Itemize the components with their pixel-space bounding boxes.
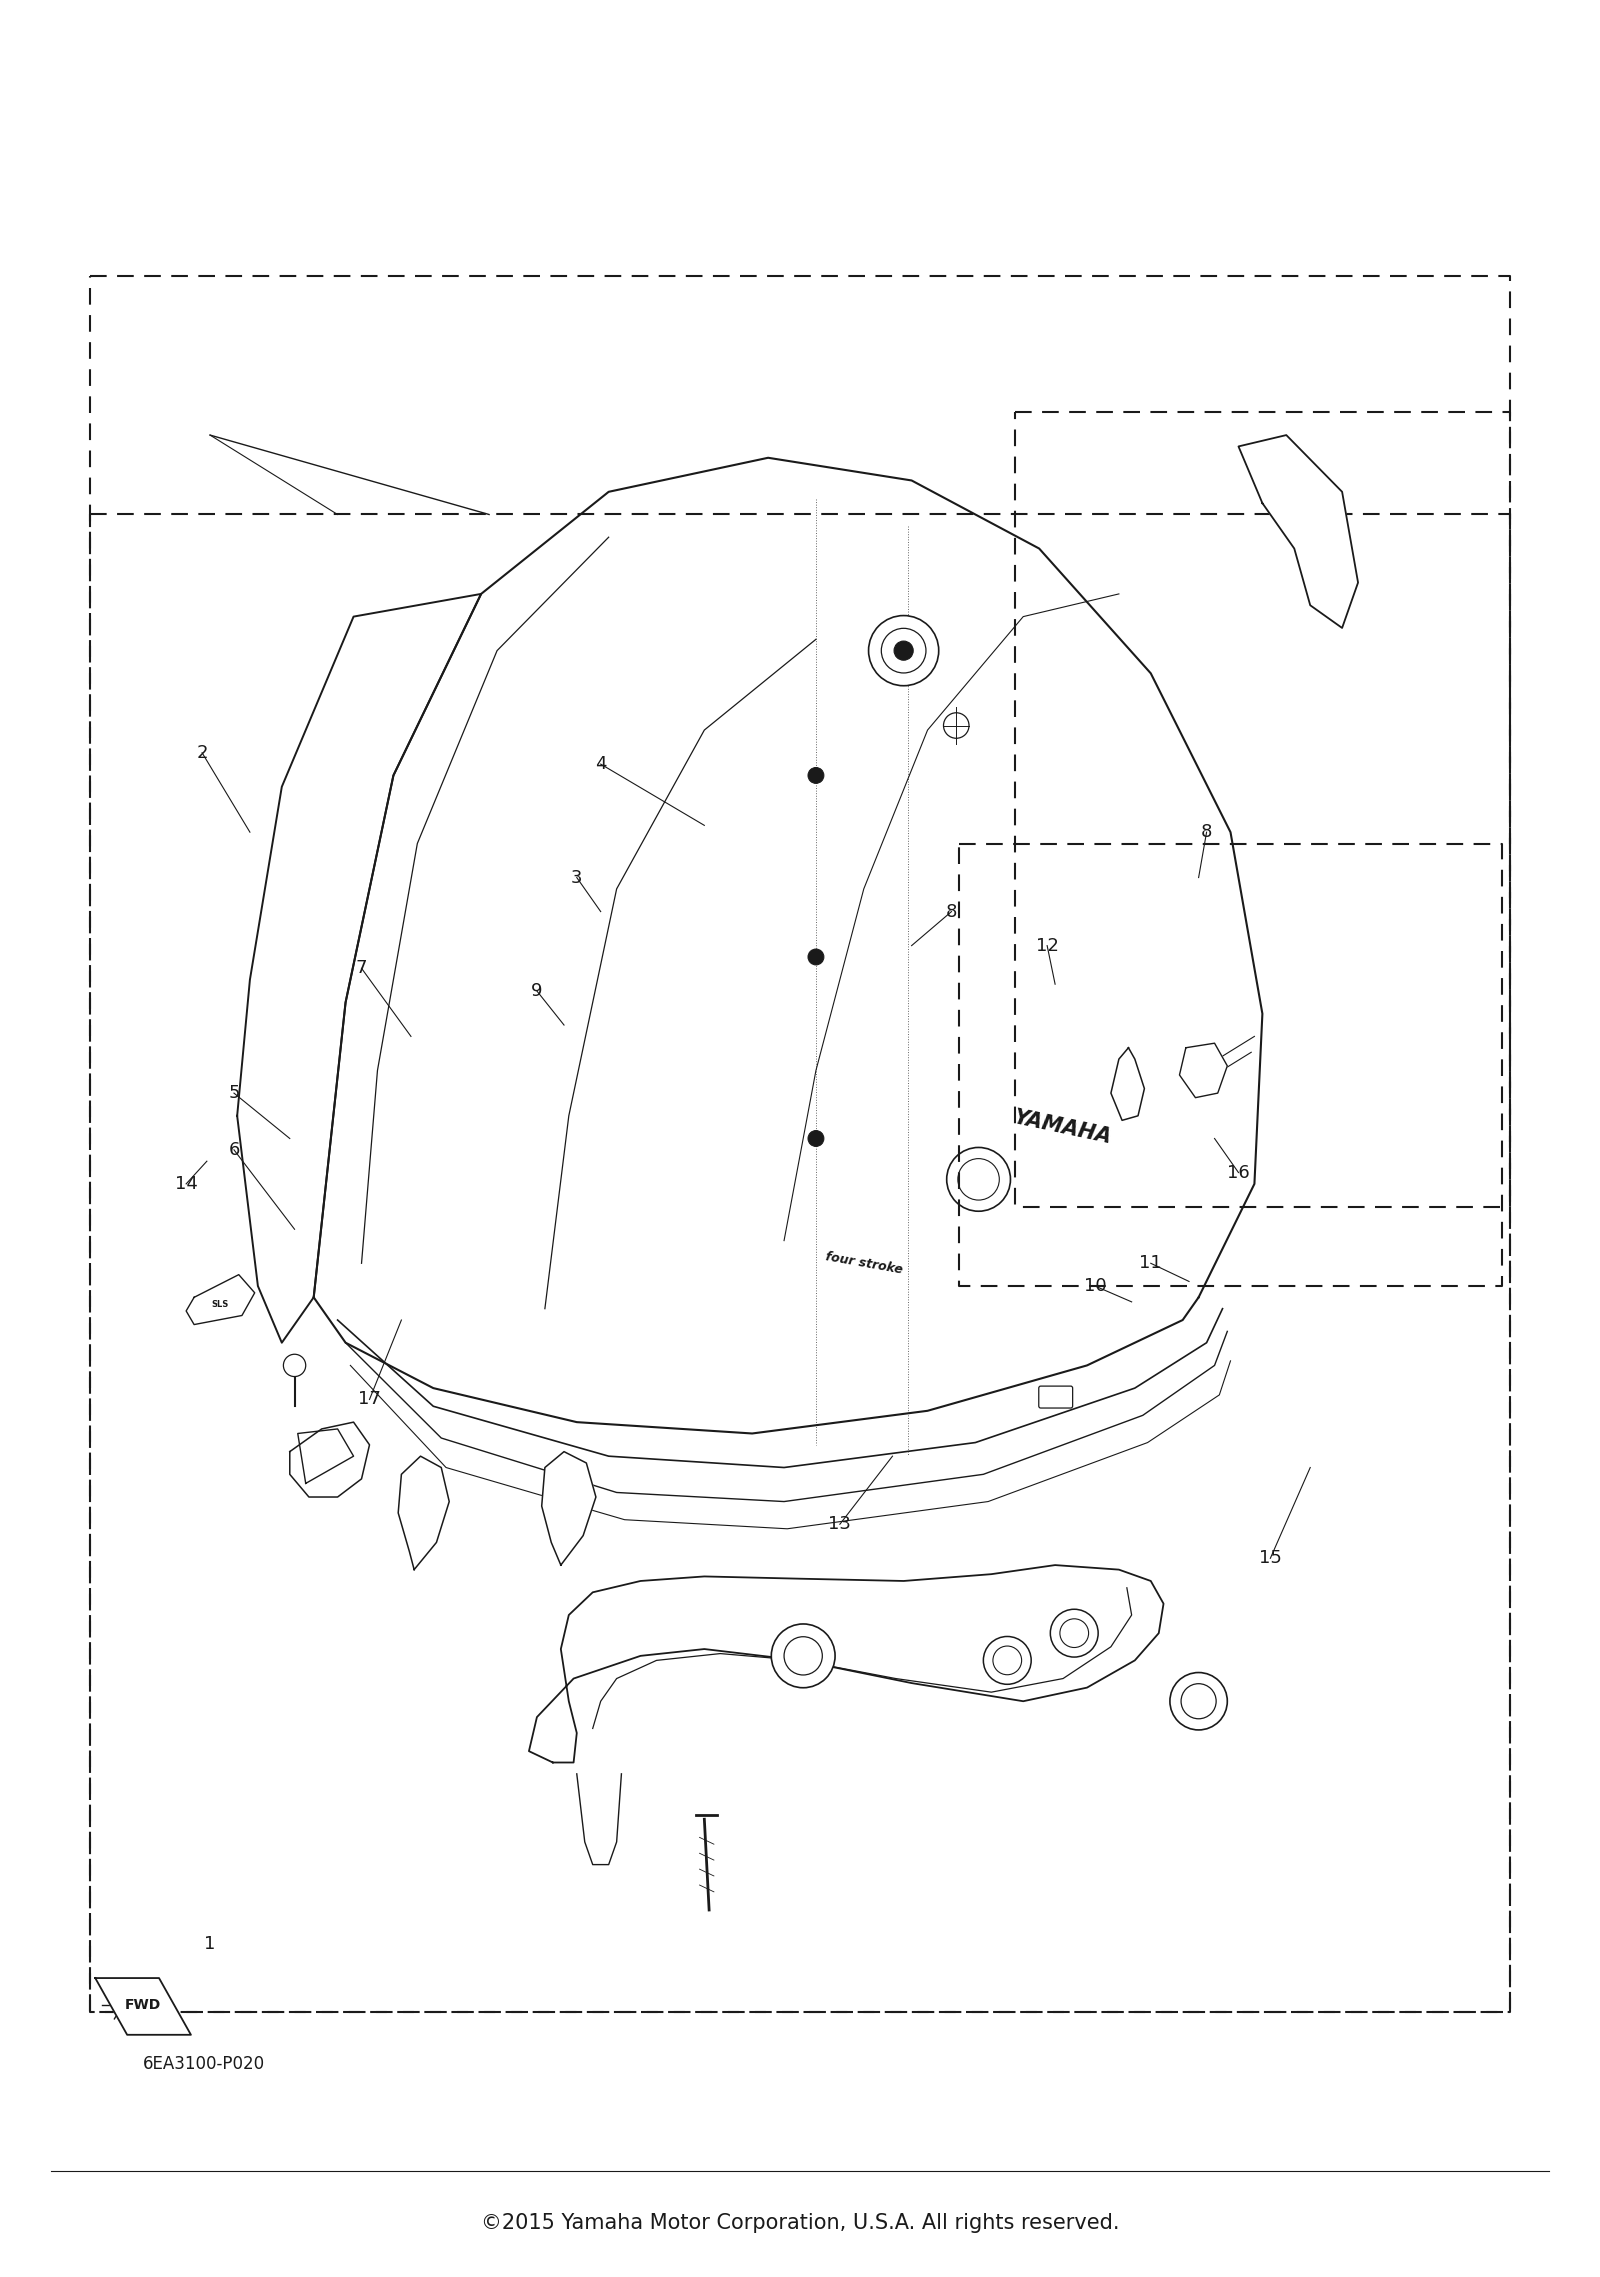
Text: 10: 10 <box>1083 1277 1106 1296</box>
Polygon shape <box>290 1423 370 1496</box>
Circle shape <box>808 767 824 783</box>
Text: 9: 9 <box>531 981 542 1000</box>
Circle shape <box>1050 1610 1098 1658</box>
Text: 15: 15 <box>1259 1548 1282 1567</box>
Text: 3: 3 <box>571 868 582 886</box>
Polygon shape <box>1238 435 1358 628</box>
Text: 13: 13 <box>829 1514 851 1532</box>
Text: 6EA3100-P020: 6EA3100-P020 <box>142 2056 266 2074</box>
Text: 16: 16 <box>1227 1164 1250 1182</box>
Text: 12: 12 <box>1035 936 1059 954</box>
Polygon shape <box>298 1430 354 1482</box>
Text: 17: 17 <box>358 1391 381 1409</box>
Circle shape <box>771 1624 835 1687</box>
Polygon shape <box>237 594 482 1343</box>
Text: 6: 6 <box>229 1141 240 1159</box>
Text: 7: 7 <box>355 959 368 977</box>
Polygon shape <box>1110 1047 1144 1120</box>
Text: YAMAHA: YAMAHA <box>1013 1107 1114 1148</box>
Circle shape <box>869 615 939 685</box>
Text: 2: 2 <box>197 745 208 763</box>
Circle shape <box>894 642 914 660</box>
Text: 4: 4 <box>595 756 606 774</box>
Polygon shape <box>96 1979 190 2036</box>
Circle shape <box>808 1129 824 1148</box>
Text: 8: 8 <box>946 902 957 920</box>
Text: 14: 14 <box>174 1175 197 1193</box>
Polygon shape <box>1179 1043 1227 1098</box>
Polygon shape <box>314 458 1262 1298</box>
Text: ©2015 Yamaha Motor Corporation, U.S.A. All rights reserved.: ©2015 Yamaha Motor Corporation, U.S.A. A… <box>480 2213 1120 2234</box>
Polygon shape <box>542 1453 595 1564</box>
Circle shape <box>984 1637 1030 1685</box>
Polygon shape <box>398 1457 450 1569</box>
Circle shape <box>808 950 824 965</box>
Text: four stroke: four stroke <box>824 1250 904 1277</box>
FancyBboxPatch shape <box>1038 1387 1072 1407</box>
Text: 11: 11 <box>1139 1255 1162 1273</box>
Text: 8: 8 <box>1202 824 1213 840</box>
Polygon shape <box>530 1564 1163 1762</box>
Text: 5: 5 <box>229 1084 240 1102</box>
Text: 1: 1 <box>205 1935 216 1954</box>
Circle shape <box>1170 1674 1227 1731</box>
Polygon shape <box>314 1298 1198 1435</box>
Text: FWD: FWD <box>125 1999 162 2013</box>
Polygon shape <box>186 1275 254 1325</box>
Text: SLS: SLS <box>211 1300 229 1309</box>
